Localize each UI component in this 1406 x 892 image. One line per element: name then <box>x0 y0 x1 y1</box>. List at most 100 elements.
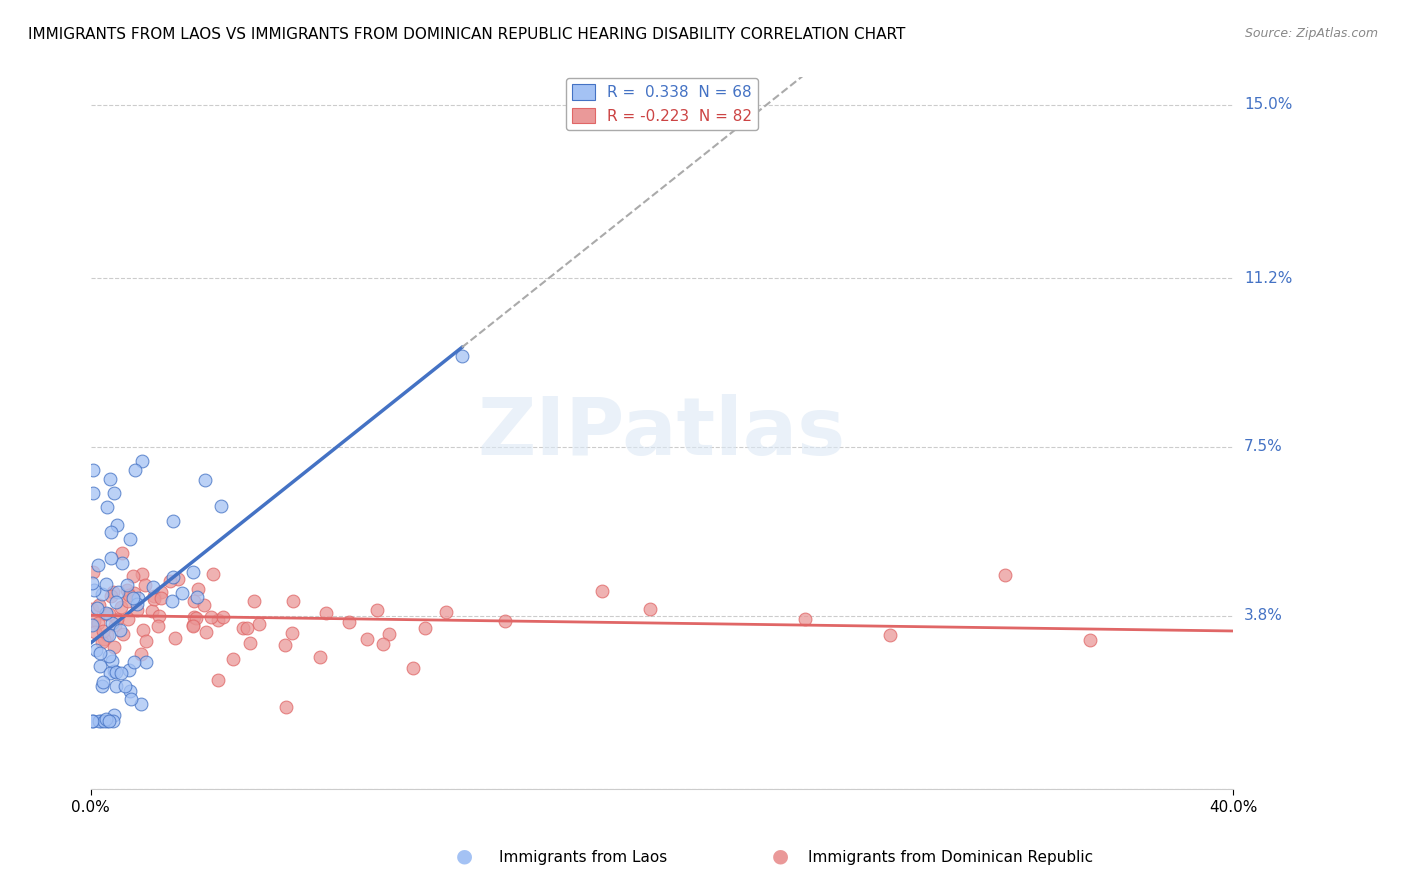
Point <box>183 594 205 608</box>
Point <box>402 660 425 674</box>
Point <box>366 603 388 617</box>
Point <box>83 583 105 598</box>
Point <box>118 532 141 546</box>
Point <box>87 558 110 572</box>
Point <box>82 576 104 591</box>
Point <box>222 652 245 666</box>
Point <box>96 577 118 591</box>
Point <box>413 620 436 634</box>
Point <box>132 623 155 637</box>
Point <box>167 573 190 587</box>
Point <box>243 594 266 608</box>
Point <box>187 582 209 596</box>
Point <box>108 624 131 638</box>
Point <box>159 574 181 588</box>
Point <box>98 648 121 663</box>
Point <box>90 714 112 728</box>
Text: Immigrants from Dominican Republic: Immigrants from Dominican Republic <box>808 850 1094 865</box>
Point <box>793 612 815 626</box>
Point <box>83 614 105 628</box>
Point <box>87 599 110 613</box>
Point <box>90 679 112 693</box>
Point <box>150 591 173 606</box>
Point <box>135 634 157 648</box>
Point <box>183 565 205 579</box>
Point <box>195 624 218 639</box>
Point <box>142 591 165 606</box>
Point <box>101 616 124 631</box>
Point <box>141 604 163 618</box>
Point <box>91 586 114 600</box>
Point <box>143 589 166 603</box>
Point <box>87 714 110 728</box>
Point <box>193 598 215 612</box>
Point <box>309 650 332 665</box>
Point <box>162 569 184 583</box>
Point <box>89 659 111 673</box>
Point <box>129 648 152 662</box>
Point <box>146 619 169 633</box>
Point <box>211 610 233 624</box>
Point <box>283 594 305 608</box>
Point <box>186 591 208 605</box>
Point <box>121 568 143 582</box>
Point <box>207 673 229 688</box>
Point <box>232 621 254 635</box>
Point <box>163 632 186 646</box>
Text: 11.2%: 11.2% <box>1244 270 1292 285</box>
Point <box>118 588 141 602</box>
Point <box>110 599 132 614</box>
Point <box>434 605 457 619</box>
Point <box>100 589 122 603</box>
Text: ZIPatlas: ZIPatlas <box>478 394 846 472</box>
Point <box>111 546 134 560</box>
Point <box>451 349 474 363</box>
Point <box>160 594 183 608</box>
Point <box>337 615 360 630</box>
Point <box>96 714 118 728</box>
Point <box>103 708 125 723</box>
Point <box>117 578 139 592</box>
Point <box>129 698 152 712</box>
Point <box>494 615 516 629</box>
Point <box>100 654 122 668</box>
Point <box>110 666 132 681</box>
Point <box>235 622 257 636</box>
Point <box>89 646 111 660</box>
Point <box>82 463 104 477</box>
Text: Source: ZipAtlas.com: Source: ZipAtlas.com <box>1244 27 1378 40</box>
Point <box>91 674 114 689</box>
Point <box>122 656 145 670</box>
Point <box>103 640 125 655</box>
Point <box>100 525 122 540</box>
Text: ●: ● <box>772 847 789 865</box>
Point <box>100 472 122 486</box>
Point <box>103 585 125 599</box>
Point <box>134 578 156 592</box>
Text: Immigrants from Laos: Immigrants from Laos <box>499 850 668 865</box>
Text: 15.0%: 15.0% <box>1244 97 1292 112</box>
Point <box>98 666 121 681</box>
Point <box>80 602 103 616</box>
Point <box>97 714 120 728</box>
Point <box>162 514 184 528</box>
Point <box>84 642 107 657</box>
Point <box>124 463 146 477</box>
Point <box>114 680 136 694</box>
Point <box>172 585 194 599</box>
Point <box>104 665 127 680</box>
Point <box>115 583 138 598</box>
Point <box>131 566 153 581</box>
Point <box>120 691 142 706</box>
Point <box>200 609 222 624</box>
Point <box>94 606 117 620</box>
Point <box>118 683 141 698</box>
Point <box>281 626 304 640</box>
Point <box>149 584 172 599</box>
Point <box>183 618 205 632</box>
Point <box>93 632 115 646</box>
Point <box>96 628 118 642</box>
Point <box>994 567 1017 582</box>
Point <box>87 616 110 631</box>
Point <box>94 607 117 621</box>
